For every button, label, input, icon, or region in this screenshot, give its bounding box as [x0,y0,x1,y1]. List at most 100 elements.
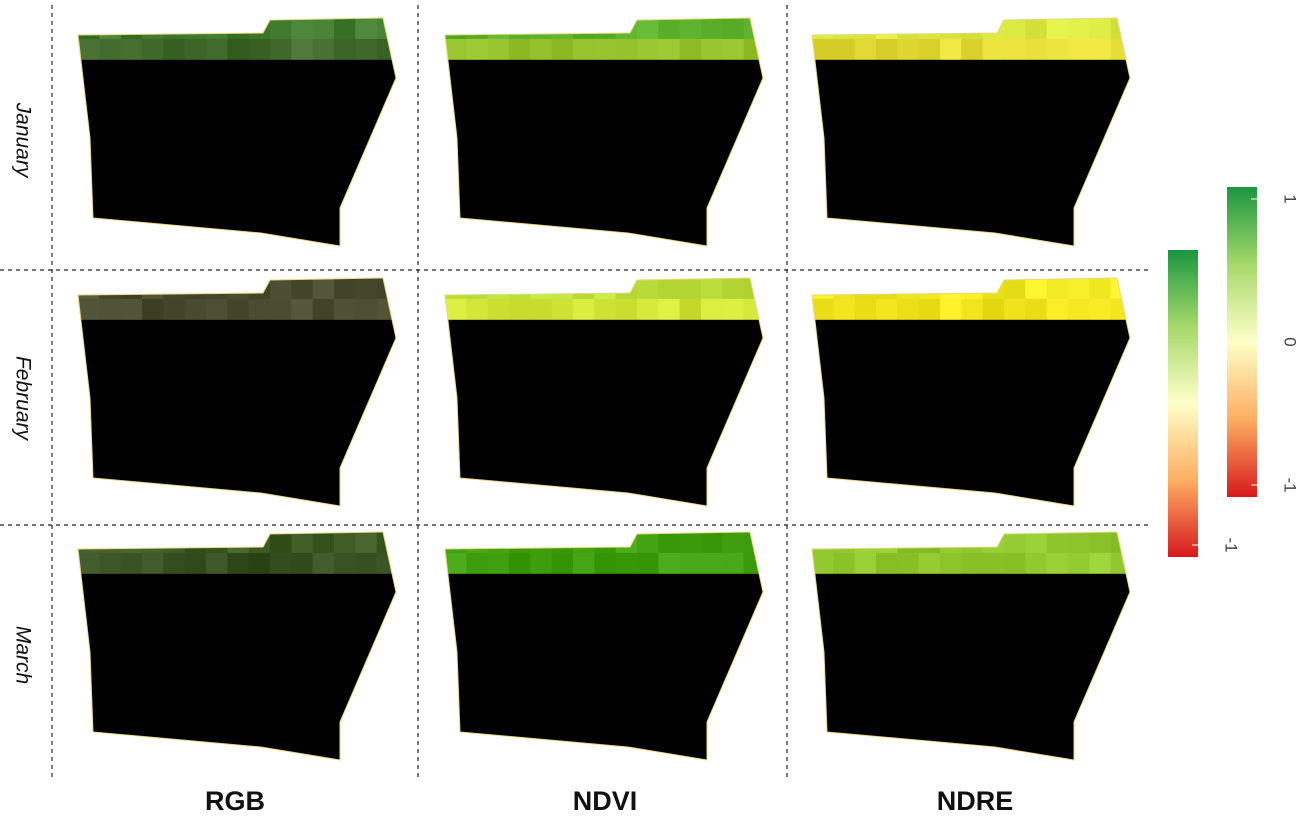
pixel [1068,81,1090,102]
pixel [961,553,983,574]
pixel [206,466,228,487]
pixel [163,341,185,362]
pixel [573,185,595,206]
pixel [142,424,164,445]
pixel [185,18,207,39]
pixel [121,595,143,616]
pixel [983,720,1005,741]
pixel [445,143,467,164]
pixel [1047,383,1069,404]
pixel [833,362,855,383]
pixel [249,657,271,678]
pixel [573,227,595,248]
pixel [445,720,467,741]
pixel [1004,532,1026,553]
pixel [1047,206,1069,227]
pixel [488,278,510,299]
pixel [78,403,100,424]
pixel [637,657,659,678]
pixel [701,574,723,595]
pixel [206,699,228,720]
colorbar-label: -1 [1222,537,1241,552]
pixel [270,18,292,39]
pixel [334,39,356,60]
pixel [961,18,983,39]
pixel [334,18,356,39]
pixel [983,383,1005,404]
pixel [1025,466,1047,487]
pixel [833,60,855,81]
pixel [1111,487,1133,508]
pixel [658,227,680,248]
pixel [855,574,877,595]
pixel [530,164,552,185]
pixel [142,741,164,762]
pixel [270,362,292,383]
pixel [594,466,616,487]
pixel [876,553,898,574]
pixel [377,445,399,466]
pixel [206,445,228,466]
pixel [334,637,356,658]
pixel [121,341,143,362]
pixel [552,39,574,60]
pixel [445,81,467,102]
pixel [983,466,1005,487]
pixel [637,466,659,487]
pixel [509,81,531,102]
pixel [744,403,766,424]
pixel [227,143,249,164]
image-panel [78,278,399,509]
pixel [185,123,207,144]
pixel [876,741,898,762]
pixel [552,299,574,320]
pixel [658,123,680,144]
image-panel [812,18,1133,249]
pixel [919,278,941,299]
pixel [530,445,552,466]
pixel [855,403,877,424]
pixel [637,532,659,553]
pixel [701,383,723,404]
pixel [1025,383,1047,404]
pixel [680,424,702,445]
pixel [940,227,962,248]
pixel [466,206,488,227]
pixel [445,341,467,362]
pixel [722,574,744,595]
pixel [78,720,100,741]
pixel [616,39,638,60]
pixel [163,227,185,248]
pixel [530,616,552,637]
pixel [270,383,292,404]
pixel [509,102,531,123]
pixel [573,362,595,383]
pixel [509,341,531,362]
pixel [552,741,574,762]
pixel [637,616,659,637]
pixel [919,532,941,553]
pixel [313,185,335,206]
pixel [701,278,723,299]
pixel [227,637,249,658]
pixel [445,206,467,227]
pixel [249,185,271,206]
pixel [530,362,552,383]
pixel [142,18,164,39]
pixel [983,741,1005,762]
pixel [744,123,766,144]
pixel [530,299,552,320]
pixel [876,383,898,404]
pixel [1004,445,1026,466]
pixel [78,424,100,445]
pixel [637,206,659,227]
pixel [701,81,723,102]
pixel [1047,487,1069,508]
pixel [163,574,185,595]
pixel [291,143,313,164]
pixel [897,185,919,206]
pixel [1111,39,1133,60]
pixel [983,678,1005,699]
pixel [206,595,228,616]
pixel [1047,574,1069,595]
